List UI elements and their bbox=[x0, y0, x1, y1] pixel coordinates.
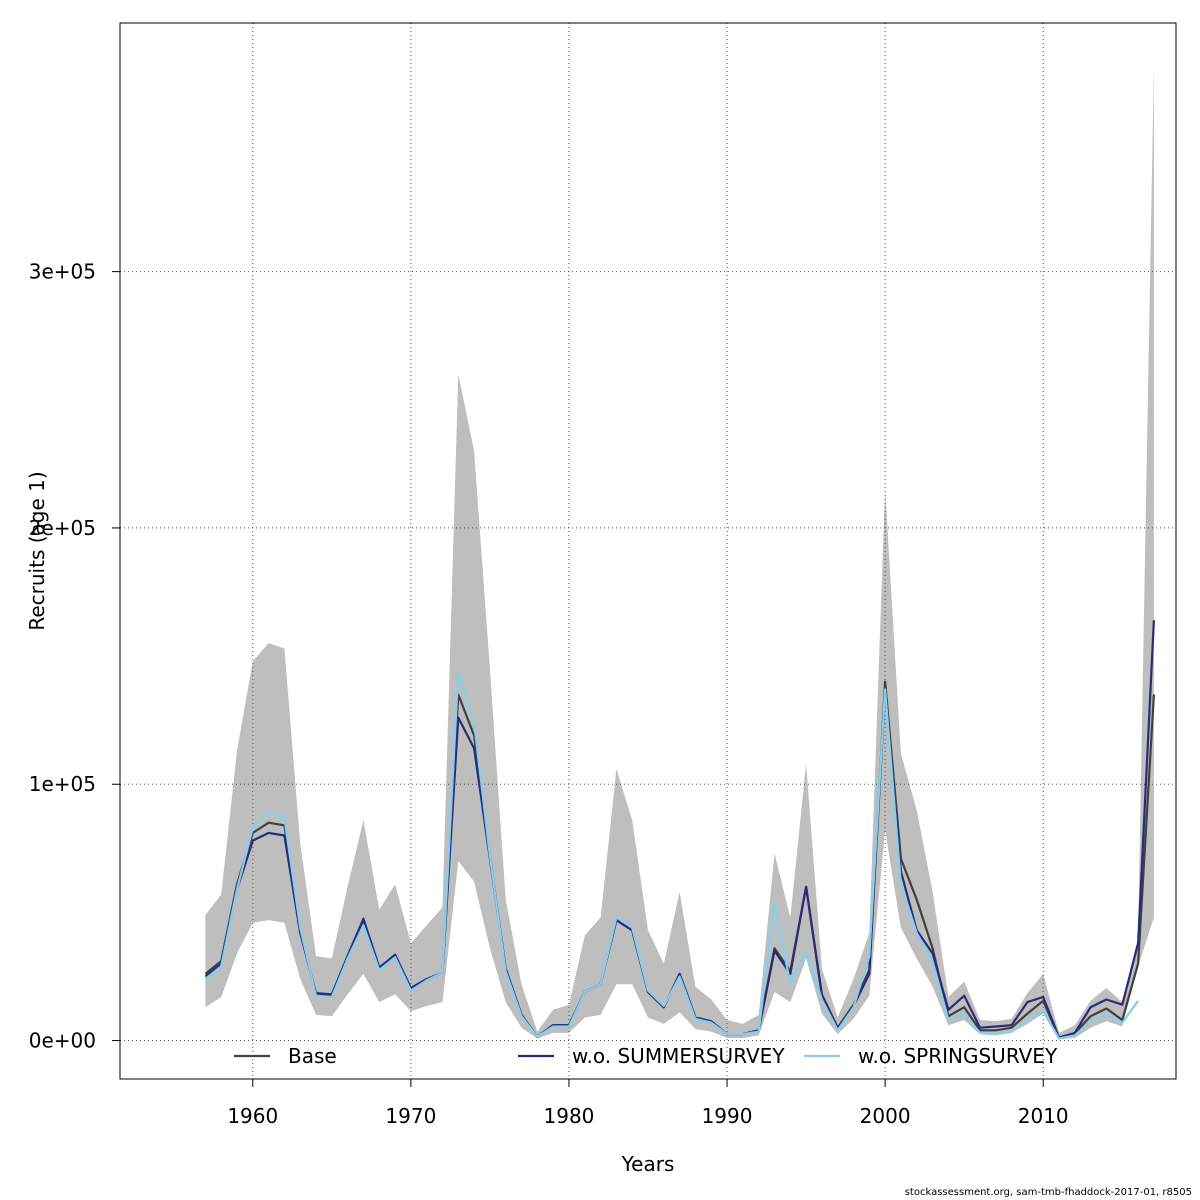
x-tick-label: 2000 bbox=[860, 1104, 911, 1128]
y-tick-label: 1e+05 bbox=[29, 772, 96, 796]
y-tick-label: 3e+05 bbox=[29, 260, 96, 284]
y-tick-label: 2e+05 bbox=[29, 516, 96, 540]
confidence-band-layer bbox=[205, 66, 1154, 1040]
y-tick-label: 0e+00 bbox=[29, 1029, 96, 1053]
series-layer bbox=[204, 620, 1155, 1040]
series-line-w-o-springsurvey bbox=[204, 670, 1139, 1040]
x-tick-label: 2010 bbox=[1018, 1104, 1069, 1128]
legend: Base w.o. SUMMERSURVEY w.o. SPRINGSURVEY bbox=[234, 1044, 1058, 1068]
axis-layer: 1960 1970 1980 1990 2000 2010 0e+00 1e+05 2e+05 3… bbox=[29, 260, 1069, 1128]
grid-layer bbox=[120, 23, 1176, 1079]
legend-label: w.o. SPRINGSURVEY bbox=[858, 1044, 1058, 1068]
x-tick-label: 1970 bbox=[385, 1104, 436, 1128]
x-tick-label: 1960 bbox=[227, 1104, 278, 1128]
x-tick-label: 1990 bbox=[702, 1104, 753, 1128]
legend-label: w.o. SUMMERSURVEY bbox=[572, 1044, 785, 1068]
legend-label: Base bbox=[288, 1044, 337, 1068]
x-axis-label: Years bbox=[621, 1152, 675, 1176]
plot-frame bbox=[119, 22, 1177, 1080]
y-axis-label: Recruits (age 1) bbox=[25, 471, 49, 630]
footer-note: stockassessment.org, sam-tmb-fhaddock-20… bbox=[904, 1187, 1192, 1198]
x-tick-label: 1980 bbox=[544, 1104, 595, 1128]
series-line-w-o-summersurvey bbox=[204, 620, 1155, 1039]
confidence-band bbox=[205, 66, 1154, 1040]
